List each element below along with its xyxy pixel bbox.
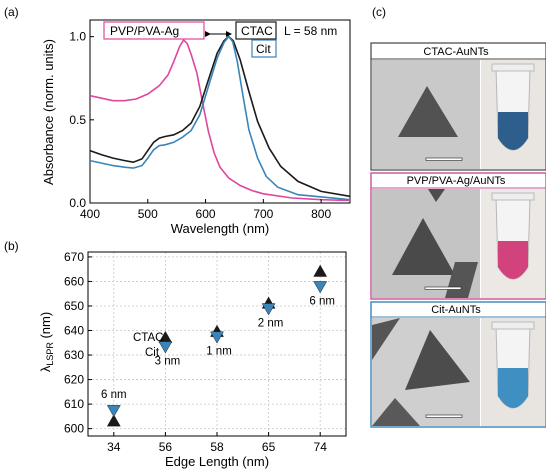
gap-label: 6 nm — [101, 389, 127, 401]
nanotriangle — [392, 218, 455, 275]
x-tick-label-a: 800 — [311, 207, 331, 221]
legend-box-pvp — [103, 21, 205, 40]
marker-cit-56 — [158, 341, 173, 354]
x-axis-label-b: Edge Length (nm) — [165, 454, 269, 469]
cit-series-label: Cit — [145, 347, 160, 359]
x-tick-label-a: 700 — [253, 207, 273, 221]
x-tick-label-a: 400 — [80, 207, 100, 221]
legend-label-pvp: PVP/PVA-Ag — [110, 24, 179, 38]
y-tick-label-b: 610 — [64, 397, 84, 411]
x-tick-label-a: 600 — [196, 207, 216, 221]
y-axis-label-a: Absorbance (norm. units) — [41, 39, 56, 185]
plot-frame-a — [89, 19, 351, 204]
y-tick-label-a: 1.0 — [69, 30, 86, 44]
card-ctac: CTAC-AuNTs — [370, 42, 546, 171]
card-cit: Cit-AuNTs — [370, 301, 546, 428]
panel-a-label: (a) — [4, 5, 19, 19]
gap-label: 6 nm — [309, 295, 335, 307]
legend-label-ctac: CTAC — [241, 24, 273, 38]
marker-cit-58 — [210, 331, 224, 344]
gap-label: 1 nm — [206, 346, 232, 358]
x-axis-label-a: Wavelength (nm) — [171, 221, 270, 236]
scale-bar — [425, 414, 463, 418]
y-tick-label-a: 0.0 — [69, 196, 86, 210]
y-axis-label-b: λLSPR (nm) — [38, 312, 55, 372]
lspr-chart: 34 56 58 65 74 600 610 620 630 640 650 660 670 6 nm… — [38, 250, 347, 469]
gap-label: 2 nm — [258, 317, 284, 329]
marker-cit-65 — [261, 303, 276, 316]
x-tick-label-b: 58 — [210, 440, 224, 454]
scale-bar — [425, 157, 463, 161]
absorbance-chart: 400 500 600 700 800 0.0 0.5 1.0 Wavelength (nm… — [41, 19, 351, 236]
length-annotation: L = 58 nm — [284, 24, 337, 38]
y-tick-label-b: 600 — [64, 422, 84, 436]
x-tick-label-b: 34 — [107, 440, 121, 454]
panel-c-label: (c) — [372, 5, 386, 19]
marker-ctac-74 — [313, 264, 328, 277]
y-tick-label-b: 650 — [64, 299, 84, 313]
vial-liquid-pvp — [498, 241, 528, 279]
ctac-series-label: CTAC — [133, 332, 163, 344]
marker-cit-74 — [313, 281, 328, 294]
card-pvp: PVP/PVA-Ag/AuNTs — [370, 172, 546, 300]
panel-b-label: (b) — [4, 239, 19, 253]
x-tick-label-a: 500 — [138, 207, 158, 221]
card-title-pvp: PVP/PVA-Ag/AuNTs — [407, 175, 506, 187]
scale-bar — [424, 286, 462, 290]
y-tick-label-b: 630 — [64, 348, 84, 362]
series-line-0 — [90, 38, 350, 202]
series-line-1 — [90, 35, 350, 198]
marker-ctac-34 — [106, 414, 121, 427]
legend-label-cit: Cit — [256, 42, 271, 56]
y-tick-label-b: 640 — [64, 324, 84, 338]
nanotriangle — [398, 86, 458, 137]
y-tick-label-a: 0.5 — [69, 113, 86, 127]
x-tick-label-b: 65 — [262, 440, 276, 454]
y-tick-label-b: 670 — [64, 250, 84, 264]
marker-cit-34 — [106, 405, 121, 418]
nanotriangle — [405, 330, 470, 390]
card-title-cit: Cit-AuNTs — [431, 304, 481, 316]
vial-liquid-cit — [498, 368, 528, 408]
legend-box-cit — [251, 39, 277, 58]
series-line-2 — [90, 35, 350, 201]
x-tick-label-b: 74 — [314, 440, 328, 454]
y-tick-label-b: 660 — [64, 274, 84, 288]
vial-liquid-ctac — [498, 112, 528, 150]
legend-box-ctac — [235, 21, 277, 40]
gap-label: 3 nm — [155, 355, 181, 367]
y-tick-label-b: 620 — [64, 373, 84, 387]
card-title-ctac: CTAC-AuNTs — [423, 46, 489, 58]
x-tick-label-b: 56 — [159, 440, 173, 454]
